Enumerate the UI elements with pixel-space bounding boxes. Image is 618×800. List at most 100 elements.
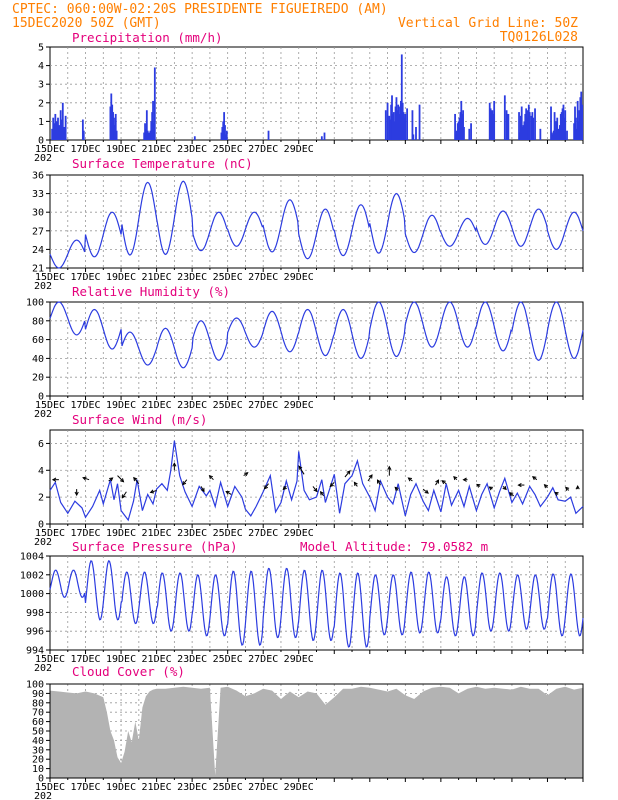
wind-vector-head [133,476,138,482]
wind-vector-head [462,477,467,482]
wind-ytick-label: 4 [38,466,44,477]
temp-xtick-label: 29DEC [284,272,314,283]
wind-vector-head [329,482,334,488]
temp-ytick-label: 36 [32,171,44,182]
precip-bar [64,115,67,140]
precip-bar [61,102,64,140]
wind-vector-head [82,476,87,481]
precip-bar [224,125,226,140]
pres-ytick-label: 998 [26,608,44,619]
wind-xtick-label: 15DEC [35,528,65,539]
precip-bar [505,110,508,140]
wind-vector-head [109,477,114,482]
wind-vector-head [121,494,126,499]
cloud-ytick-label: 50 [32,727,44,738]
wind-vector-head [543,483,548,489]
precip-xtick-label: 15DEC [35,144,65,155]
pres-xtick-label: 21DEC [142,654,172,665]
rh-ytick-label: 40 [32,354,44,365]
wind-vector [133,477,140,485]
precip-bar [153,67,156,140]
temp-xtick-label: 15DEC [35,272,65,283]
wind-vector-head [263,485,268,490]
precip-bar [532,117,535,140]
precip-bar [55,121,58,140]
precip-bar [520,106,523,140]
precip-bar [539,128,542,140]
precip-bar [470,123,472,140]
cloud-xtick-label: 25DEC [213,782,243,793]
precip-xtick-label: 27DEC [248,144,278,155]
rh-ytick-label: 60 [32,335,44,346]
wind-vector-head [74,491,79,497]
cloud-xtick-label: 29DEC [284,782,314,793]
precip-bar [60,119,63,140]
wind-xtick-label: 17DEC [70,528,100,539]
precip-ytick-label: 4 [38,61,44,72]
pres-ytick-label: 1000 [20,589,44,600]
precip-xtick-label: 19DEC [106,144,136,155]
cloud-frame-top [49,683,584,779]
precip-bar [415,126,417,140]
pressure-title: Surface Pressure (hPa) [72,539,238,554]
wind-vector-head [441,480,446,485]
header-grid-line: Vertical Grid Line: 50Z [398,16,578,31]
temp-year-label: 202 [34,281,52,292]
rh-line [49,301,584,369]
wind-xtick-label: 29DEC [284,528,314,539]
plot-area: 0 1 2 3 4 5 15DEC 17DEC 19DEC 21DEC 23DEC 25DEC 27DE… [20,43,584,800]
cloud-ytick-label: 60 [32,717,44,728]
precip-bar [581,104,584,140]
precip-bar [54,113,57,140]
precip-bar [528,112,531,140]
temp-xtick-label: 25DEC [213,272,243,283]
precip-bar [115,130,118,140]
temp-ytick-label: 24 [32,245,44,256]
wind-line [49,440,584,522]
cloud-ytick-label: 80 [32,698,44,709]
precip-bar [63,126,66,140]
precip-bar [82,130,85,140]
cloud-ytick-label: 40 [32,736,44,747]
wind-vector-head [149,489,155,494]
wind-vector [121,491,127,499]
rh-xtick-label: 27DEC [248,400,278,411]
cloud-xtick-label: 15DEC [35,782,65,793]
pres-year-label: 202 [34,663,52,674]
wind-vector-head [502,485,507,491]
precip-bar [463,126,465,140]
precip-ytick-label: 2 [38,98,44,109]
wind-title: Surface Wind (m/s) [72,412,207,427]
precip-bar [550,106,552,140]
wind-vector-head [387,465,392,470]
precip-xtick-label: 23DEC [177,144,207,155]
rh-xtick-label: 29DEC [284,400,314,411]
precip-ytick-label: 1 [38,117,44,128]
precip-title: Precipitation (mm/h) [72,30,223,45]
temp-xtick-label: 21DEC [142,272,172,283]
wind-vector-head [282,485,287,491]
cloud-ytick-label: 100 [26,680,44,691]
temp-xtick-label: 27DEC [248,272,278,283]
precip-bar [493,100,496,140]
pres-xtick-label: 17DEC [70,654,100,665]
precip-bar [404,113,407,140]
precip-ytick-label: 0 [38,136,44,147]
precip-bar [566,130,568,140]
cloud-ytick-label: 90 [32,689,44,700]
wind-vector-head [453,475,458,481]
precip-bar [145,110,148,140]
precip-bar [386,102,389,140]
rh-year-label: 202 [34,409,52,420]
wind-vector-head [508,492,514,497]
precip-year-label: 202 [34,153,52,164]
wind-vector [298,466,305,475]
precip-xtick-label: 17DEC [70,144,100,155]
wind-vector-head [376,479,381,484]
temp-ytick-label: 30 [32,208,44,219]
temp-xtick-label: 23DEC [177,272,207,283]
cloud-year-label: 202 [34,791,52,800]
precip-bar [553,112,556,140]
wind-ytick-label: 2 [38,493,44,504]
wind-vector-head [244,472,249,477]
